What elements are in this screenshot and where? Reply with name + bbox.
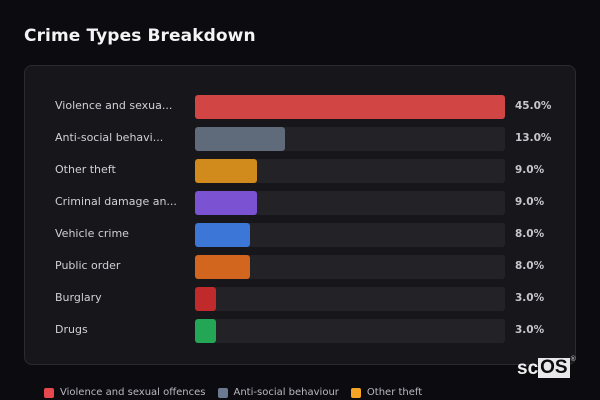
bar-label: Burglary	[55, 291, 102, 304]
legend-item[interactable]: Anti-social behaviour	[217, 387, 339, 398]
bar-fill	[195, 223, 251, 247]
chart-legend: Violence and sexual offences Anti-social …	[44, 387, 422, 398]
bar-value: 3.0%	[515, 324, 545, 336]
bar-fill	[195, 95, 505, 119]
legend-swatch	[350, 387, 361, 398]
bar-track	[195, 191, 505, 215]
bar-label: Public order	[55, 259, 121, 272]
registered-mark: ®	[570, 356, 576, 363]
bar-label: Drugs	[55, 323, 88, 336]
bar-track	[195, 319, 505, 343]
bar-fill	[195, 191, 257, 215]
bar-value: 3.0%	[515, 292, 545, 304]
logo-text-os: OS	[538, 357, 570, 378]
bar-value: 45.0%	[515, 100, 552, 112]
bar-label: Other theft	[55, 163, 116, 176]
bar-track	[195, 95, 505, 119]
bar-fill	[195, 159, 257, 183]
bar-value: 8.0%	[515, 228, 545, 240]
bar-row: Anti-social behavi... 13.0%	[25, 127, 575, 151]
chart-title: Crime Types Breakdown	[24, 26, 256, 46]
bar-track	[195, 255, 505, 279]
legend-swatch	[44, 387, 54, 398]
bar-track	[195, 127, 505, 151]
bar-fill	[195, 255, 251, 279]
legend-label: Other theft	[366, 387, 423, 398]
bar-fill	[195, 319, 216, 343]
legend-label: Anti-social behaviour	[233, 387, 339, 398]
legend-item[interactable]: Other theft	[350, 387, 423, 398]
chart-card: Violence and sexua... 45.0% Anti-social be…	[24, 65, 576, 365]
bar-row: Other theft 9.0%	[25, 159, 575, 183]
legend-label: Violence and sexual offences	[60, 387, 206, 398]
bar-row: Public order 8.0%	[25, 255, 575, 279]
bar-label: Anti-social behavi...	[55, 131, 164, 144]
bar-track	[195, 287, 505, 311]
legend-swatch	[217, 387, 228, 398]
bar-label: Violence and sexua...	[55, 99, 173, 112]
bar-row: Criminal damage an... 9.0%	[25, 191, 575, 215]
bar-value: 9.0%	[515, 164, 545, 176]
bar-value: 13.0%	[515, 132, 552, 144]
legend-item[interactable]: Violence and sexual offences	[44, 387, 206, 398]
bar-fill	[195, 127, 285, 151]
bar-value: 9.0%	[515, 196, 545, 208]
logo-text-sc: sc	[517, 358, 539, 379]
bar-row: Vehicle crime 8.0%	[25, 223, 575, 247]
bar-row: Violence and sexua... 45.0%	[25, 95, 575, 119]
bar-track	[195, 159, 505, 183]
bar-row: Drugs 3.0%	[25, 319, 575, 343]
bar-track	[195, 223, 505, 247]
bar-row: Burglary 3.0%	[25, 287, 575, 311]
bar-fill	[195, 287, 216, 311]
scos-logo: sc OS ®	[517, 356, 576, 380]
bar-label: Criminal damage an...	[55, 195, 177, 208]
bar-label: Vehicle crime	[55, 227, 129, 240]
bar-value: 8.0%	[515, 260, 545, 272]
